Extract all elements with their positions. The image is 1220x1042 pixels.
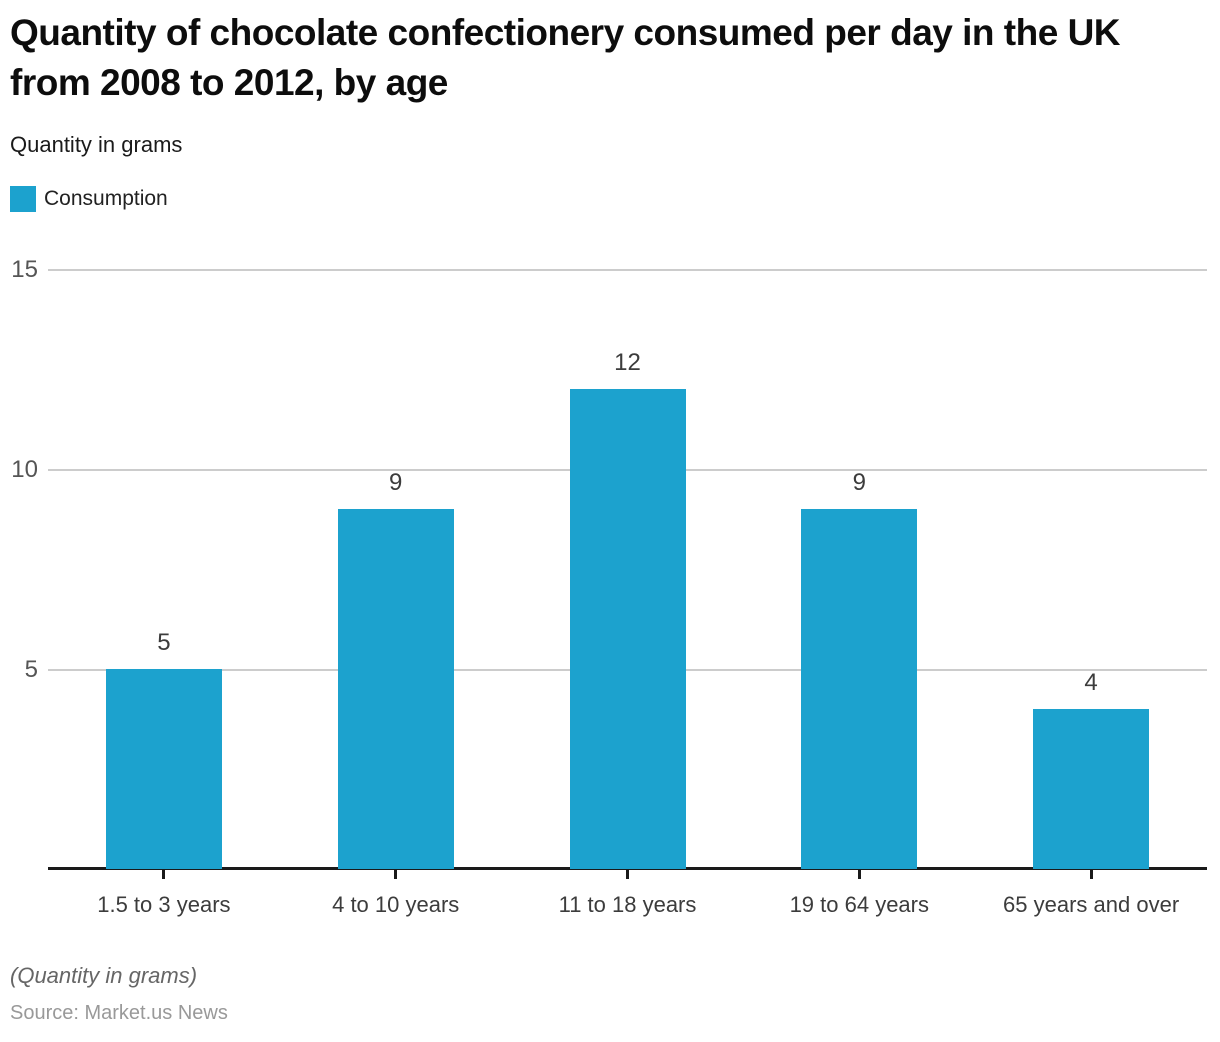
- bar-19-to-64-years[interactable]: [801, 509, 918, 869]
- y-axis-tick-label: 10: [11, 456, 38, 483]
- y-axis-tick-label: 15: [11, 256, 38, 283]
- x-axis-tick: [626, 870, 629, 879]
- legend-label: Consumption: [44, 187, 168, 210]
- x-axis-category-label: 4 to 10 years: [332, 892, 460, 917]
- x-axis-tick: [162, 870, 166, 879]
- chart-source: Source: Market.us News: [10, 1002, 228, 1024]
- bar-value-label: 9: [852, 469, 866, 496]
- chart-subtitle: Quantity in grams: [10, 132, 183, 157]
- bar-4-to-10-years[interactable]: [337, 509, 454, 869]
- legend-swatch-icon: [10, 186, 36, 212]
- legend[interactable]: Consumption: [10, 186, 168, 212]
- bar-1-5-to-3-years[interactable]: [105, 669, 222, 869]
- bar-65-years-and-over[interactable]: [1033, 709, 1150, 869]
- chart-footnote: (Quantity in grams): [10, 963, 198, 988]
- x-axis-category-label: 65 years and over: [1003, 892, 1180, 917]
- bar-value-label: 12: [614, 349, 641, 376]
- bar-11-to-18-years[interactable]: [569, 389, 686, 869]
- bar-value-label: 4: [1084, 669, 1098, 696]
- x-axis-category-label: 19 to 64 years: [789, 892, 929, 917]
- plot-area: 5 10 15 5 1.5 to 3 years 9 4 to 10 years 12 11 t…: [0, 256, 1220, 917]
- x-axis-tick: [857, 870, 861, 879]
- x-axis-category-label: 1.5 to 3 years: [97, 892, 231, 917]
- chart-title: Quantity of chocolate confectionery cons…: [10, 12, 1121, 103]
- bar-value-label: 5: [157, 629, 171, 656]
- x-axis-tick: [1089, 870, 1093, 879]
- bar-value-label: 9: [389, 469, 403, 496]
- gridline-15: [48, 269, 1207, 271]
- x-axis-category-label: 11 to 18 years: [558, 892, 697, 917]
- y-axis-tick-label: 5: [24, 656, 38, 683]
- x-axis-tick: [394, 870, 398, 879]
